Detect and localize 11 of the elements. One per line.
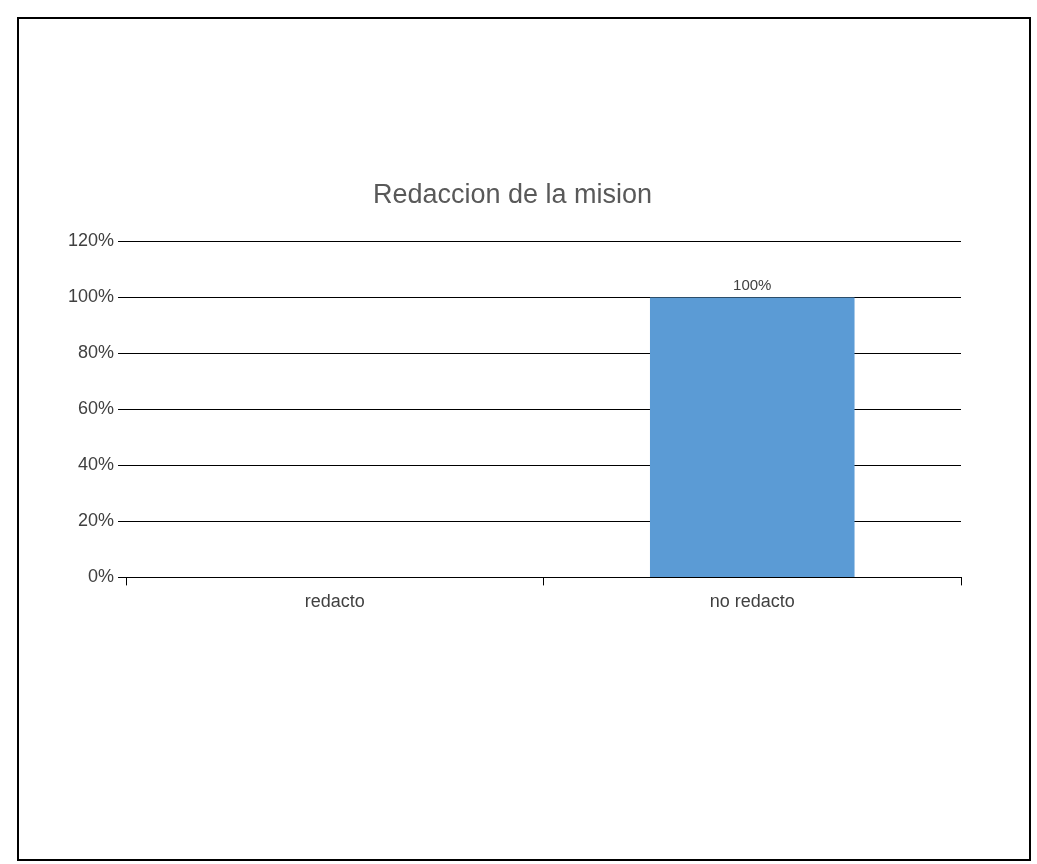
y-tick-label: 60% xyxy=(78,398,115,419)
chart-title: Redaccion de la mision xyxy=(372,178,653,209)
y-tick-label: 0% xyxy=(88,566,115,587)
y-tick-label: 100% xyxy=(67,286,115,307)
y-tick-label: 40% xyxy=(78,454,115,475)
x-tick-label: redacto xyxy=(304,591,365,612)
x-tick-label: no redacto xyxy=(709,591,795,612)
data-label: 100% xyxy=(733,276,772,294)
y-tick-label: 120% xyxy=(67,230,115,251)
y-tick-label: 80% xyxy=(78,342,115,363)
y-tick-label: 20% xyxy=(78,510,115,531)
